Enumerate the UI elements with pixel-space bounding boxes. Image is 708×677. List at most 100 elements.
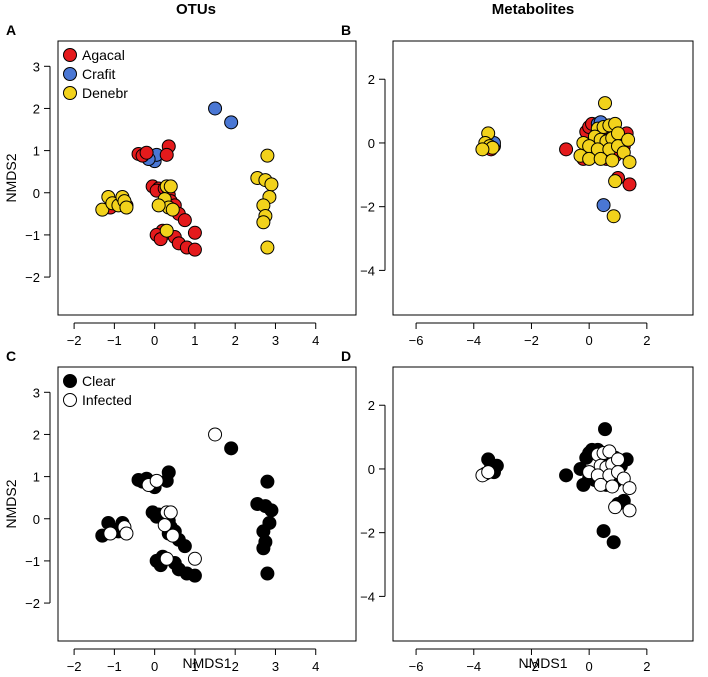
panel-d-y-tick-label: −4	[360, 589, 375, 604]
panel-c-y-tick-label: 0	[33, 512, 40, 527]
panel-a-y-tick-label: 2	[33, 101, 40, 116]
panel-a-x-tick-label: 1	[191, 333, 198, 348]
panel-d-point-clear	[596, 524, 611, 539]
panel-d-point-infected	[611, 452, 625, 467]
panel-d-point-infected	[608, 500, 623, 515]
panel-a-y-tick-label: 3	[33, 59, 40, 74]
panel-b-x-tick-label: −4	[466, 333, 481, 348]
panel-c-x-tick-label: 1	[191, 659, 198, 674]
panel-a-point-denebr	[260, 240, 275, 255]
panel-c-x-tick-label: −2	[67, 659, 82, 674]
panel-c-point-clear	[256, 541, 271, 556]
panel-d-frame	[392, 366, 694, 642]
legend-crafit-marker	[63, 67, 77, 81]
legend-infected-label: Infected	[82, 392, 132, 408]
panel-d-y-tick-label: −2	[360, 526, 375, 541]
panel-a-y-tick-label: −2	[25, 270, 40, 285]
legend-clear-marker	[63, 374, 77, 388]
legend-agacal-label: Agacal	[82, 47, 125, 63]
panel-c-y-tick-label: 1	[33, 470, 40, 485]
panel-c-point-infected	[103, 526, 118, 541]
panel-c-x-tick-label: 3	[272, 659, 279, 674]
panel-a-point-agacal	[187, 242, 202, 257]
panel-d-x-tick-label: −4	[466, 659, 481, 674]
legend-crafit-label: Crafit	[82, 66, 116, 82]
panel-d-point-infected	[605, 479, 620, 494]
panel-a-x-tick-label: 4	[312, 333, 319, 348]
panel-c-point-infected	[157, 518, 172, 533]
panel-d-point-infected	[481, 465, 496, 480]
panel-b-point-agacal	[559, 142, 574, 157]
panel-d-x-tick-label: 2	[643, 659, 650, 674]
panel-a-y-tick-label: 0	[33, 186, 40, 201]
panel-a-point-denebr	[163, 179, 178, 194]
panel-d-point-clear	[598, 422, 613, 437]
panel-a-point-agacal	[159, 147, 174, 162]
panel-d-x-tick-label: −6	[409, 659, 424, 674]
panel-a-point-denebr	[165, 202, 180, 217]
panel-d-x-tick-label: −2	[524, 659, 539, 674]
panel-a-point-crafit	[208, 101, 223, 116]
panel-c-y-tick-label: 2	[33, 427, 40, 442]
panel-a-point-denebr	[256, 215, 271, 230]
panel-c-point-infected	[187, 551, 202, 566]
panel-a-y-tick-label: 1	[33, 144, 40, 159]
panel-a-point-denebr	[119, 200, 134, 215]
panel-a-point-denebr	[159, 223, 174, 238]
panel-c-point-infected	[159, 551, 174, 566]
panel-a-point-denebr	[151, 198, 166, 213]
panel-d-point-infected	[593, 477, 608, 492]
panel-a-y-tick-label: −1	[25, 228, 40, 243]
panel-a-point-denebr	[95, 202, 110, 217]
panel-a-point-agacal	[139, 145, 154, 160]
panel-d-y-tick-label: 2	[368, 398, 375, 413]
panel-b-point-denebr	[475, 142, 490, 157]
panel-a-point-denebr	[260, 148, 275, 163]
legend-denebr-marker	[63, 86, 77, 100]
col-title-metabolites: Metabolites	[492, 1, 575, 18]
panel-a: A −2 −1 0 1 2 3 4 −2 −1 0 1 2 3 NMDS2 Agacal Crafit Deneb…	[3, 22, 357, 348]
panel-c-point-clear	[224, 441, 239, 456]
panel-c-point-infected	[119, 526, 134, 541]
panel-a-point-denebr	[264, 177, 279, 192]
legend-infected-marker	[63, 393, 77, 407]
panel-d: D −6 −4 −2 0 2 −4 −2 0 2 NMDS1	[341, 348, 694, 674]
legend-clear-label: Clear	[82, 373, 116, 389]
panel-d-point-infected	[622, 503, 637, 518]
panel-a-letter: A	[6, 22, 16, 38]
panel-b-point-denebr	[593, 151, 608, 166]
panel-a-point-agacal	[187, 225, 202, 240]
panel-c-point-clear	[187, 568, 202, 583]
panel-b-letter: B	[341, 22, 351, 38]
panel-b-x-tick-label: −2	[524, 333, 539, 348]
panel-b-point-denebr	[605, 153, 620, 168]
panel-d-point-clear	[606, 535, 621, 550]
panel-b-x-tick-label: 2	[643, 333, 650, 348]
panel-a-x-tick-label: 0	[151, 333, 158, 348]
panel-c-letter: C	[6, 348, 16, 364]
panel-c-point-clear	[260, 474, 275, 489]
panel-b: B −6 −4 −2 0 2 −4 −2 0 2	[341, 22, 694, 348]
panel-a-point-crafit	[224, 115, 239, 130]
panel-c-point-infected	[208, 427, 223, 442]
legend-denebr-label: Denebr	[82, 85, 128, 101]
panel-a-x-tick-label: −1	[107, 333, 122, 348]
panel-b-point-denebr	[606, 209, 621, 224]
panel-c-frame	[57, 366, 357, 642]
panel-c-y-axis-title: NMDS2	[3, 479, 19, 528]
panel-b-point-denebr	[621, 132, 636, 147]
panel-c-x-tick-label: −1	[107, 659, 122, 674]
panel-b-x-tick-label: 0	[586, 333, 593, 348]
panel-b-y-tick-label: 2	[368, 72, 375, 87]
panel-c-x-tick-label: 2	[232, 659, 239, 674]
panel-c-point-clear	[264, 503, 279, 518]
panel-c-point-clear	[177, 539, 192, 554]
panel-c-y-tick-label: −1	[25, 554, 40, 569]
panel-b-point-denebr	[608, 174, 623, 189]
panel-a-x-tick-label: −2	[67, 333, 82, 348]
panel-d-x-axis-title: NMDS1	[518, 655, 567, 671]
panel-a-y-axis-title: NMDS2	[3, 153, 19, 202]
panel-b-y-tick-label: 0	[368, 136, 375, 151]
panel-c-point-infected	[149, 473, 164, 488]
